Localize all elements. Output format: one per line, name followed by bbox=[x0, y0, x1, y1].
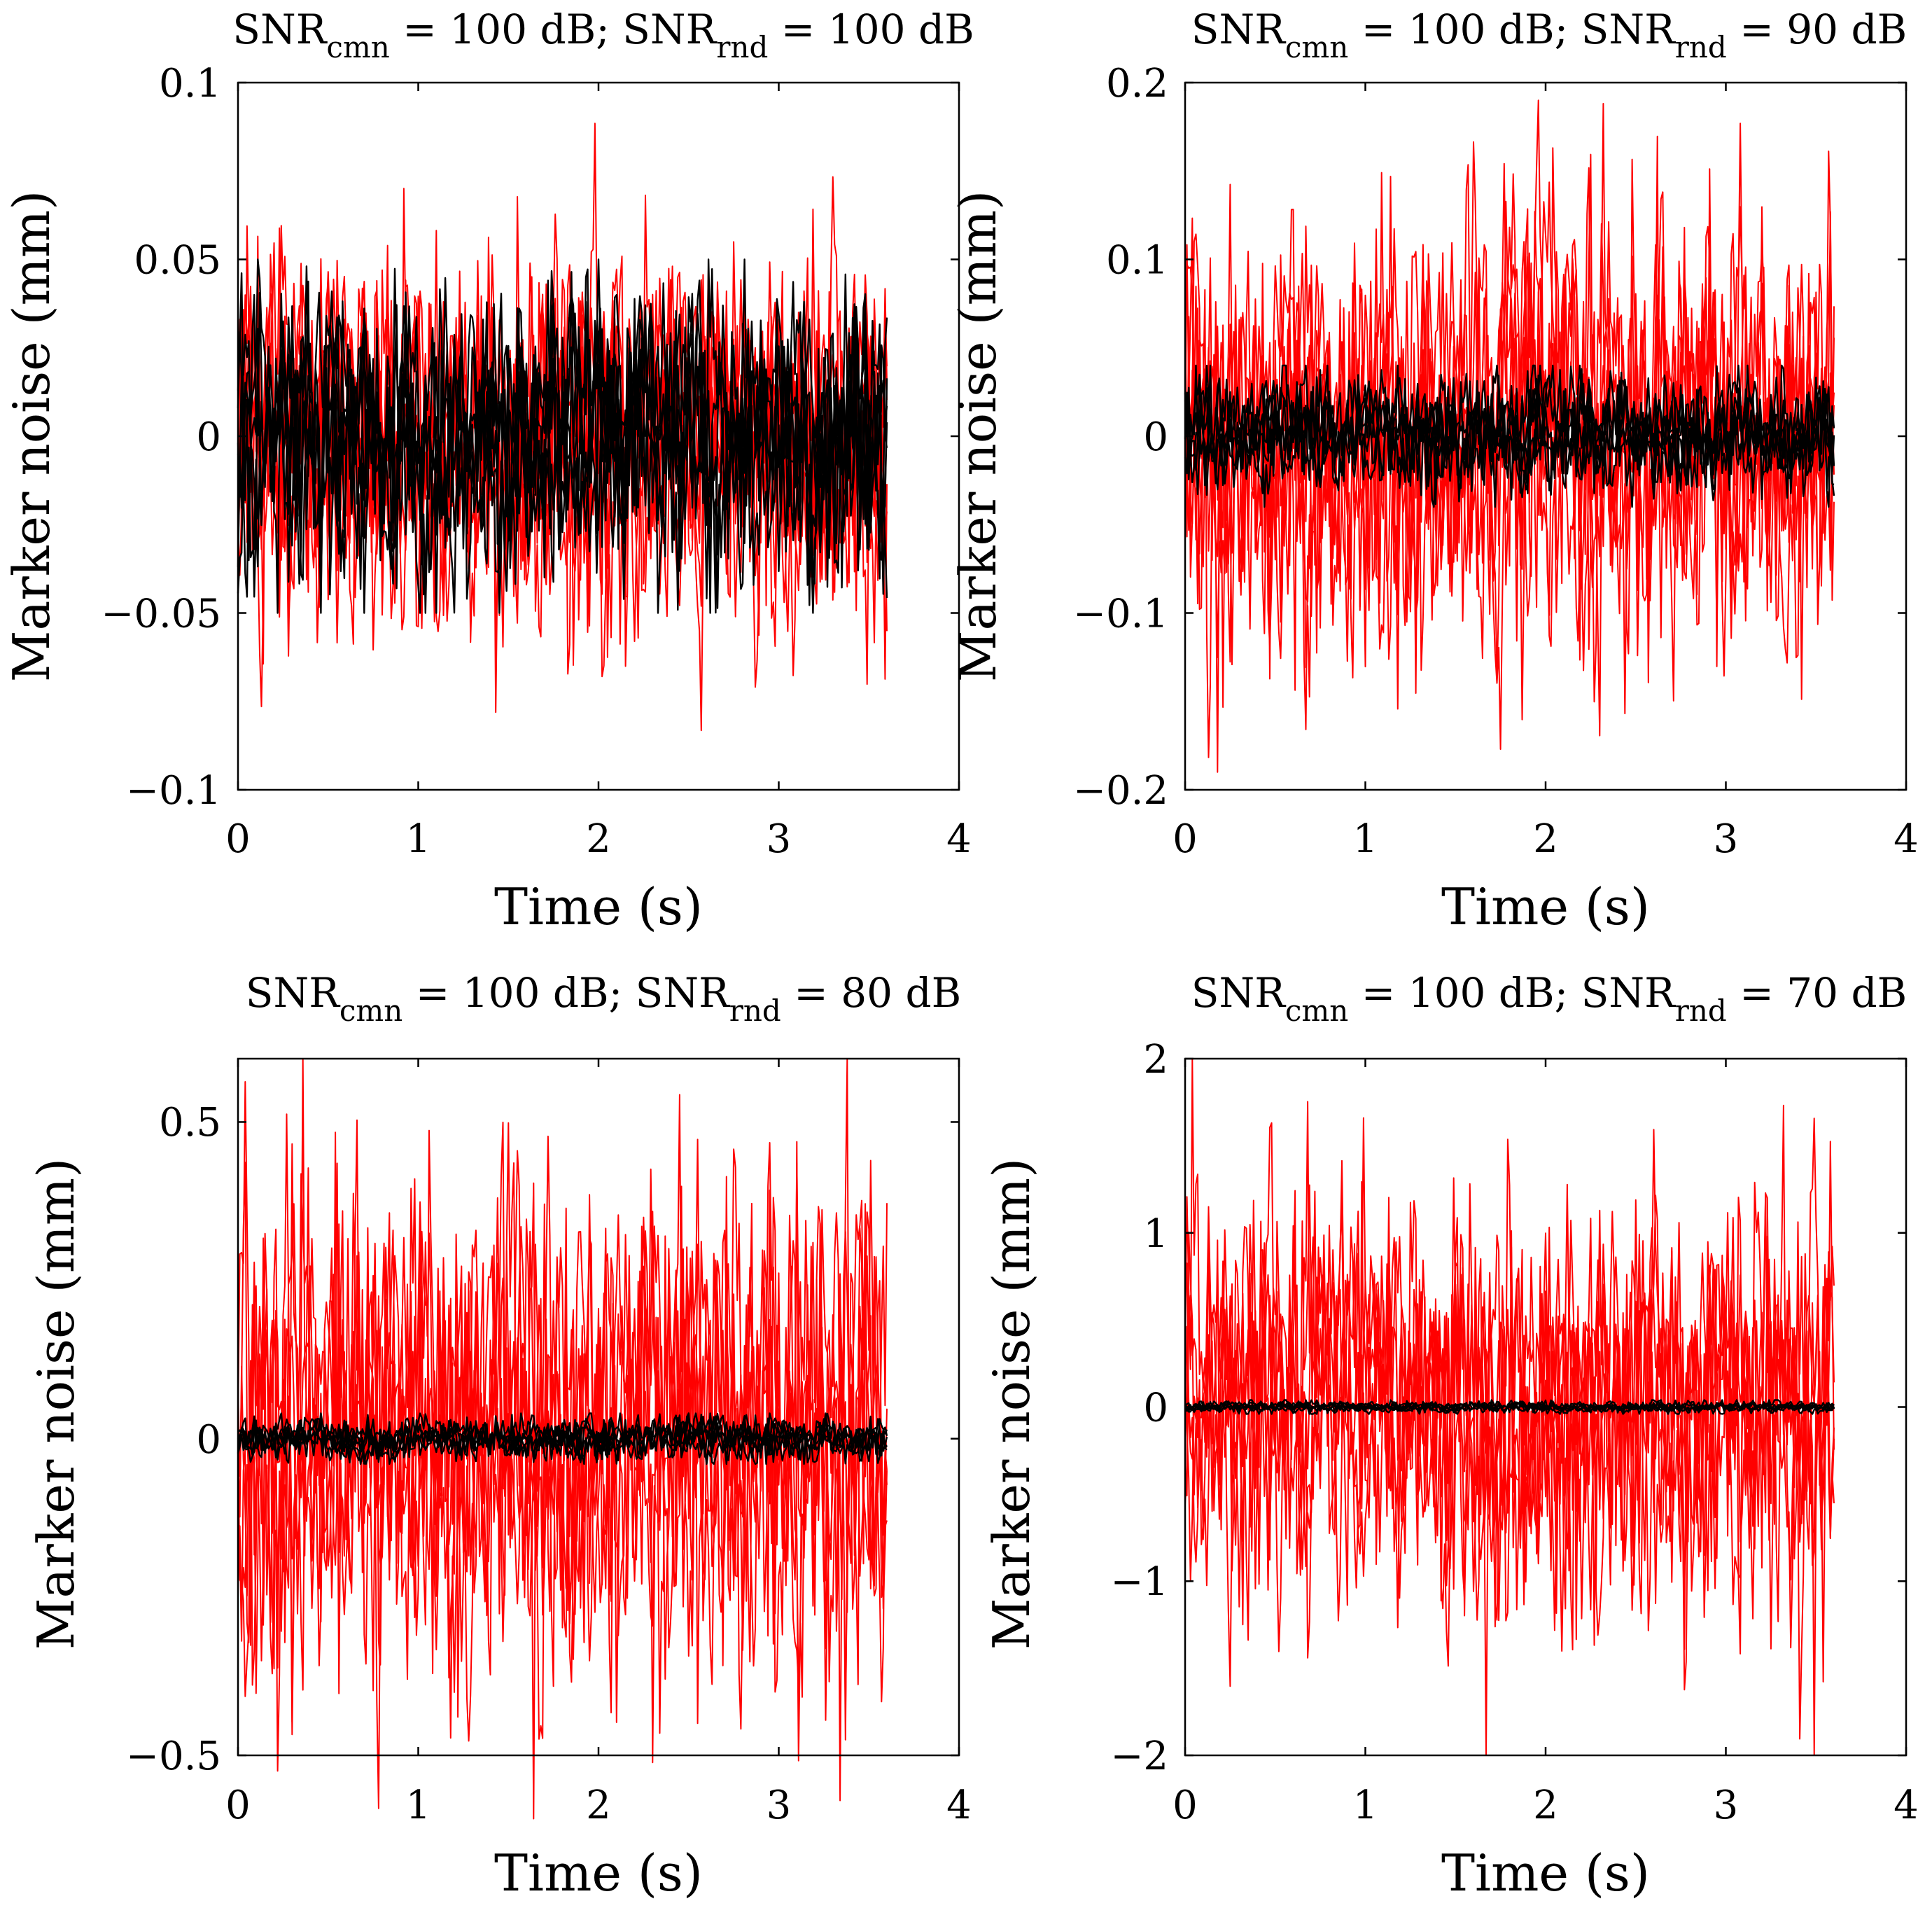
x-tick-label: 2 bbox=[586, 816, 611, 862]
axes-box-3 bbox=[237, 1057, 960, 1757]
series-common-noise-1 bbox=[237, 258, 888, 614]
y-tick-label: −0.1 bbox=[126, 768, 221, 814]
y-tick-label: 0.05 bbox=[134, 238, 221, 284]
random-noise-trace-6 bbox=[1184, 1117, 1835, 1650]
chart-panel-4: SNRcmn = 100 dB; SNRrnd = 70 dB Marker n… bbox=[982, 969, 1919, 1902]
random-noise-trace-5 bbox=[237, 1189, 888, 1762]
x-tick-labels-4: 0 1 2 3 4 bbox=[1172, 1783, 1919, 1828]
y-tick-labels-4: −2 −1 0 1 2 bbox=[1110, 1037, 1168, 1779]
x-tick-labels-1: 0 1 2 3 4 bbox=[225, 816, 972, 862]
y-tick-label: −1 bbox=[1110, 1559, 1168, 1605]
axes-box-2 bbox=[1184, 81, 1907, 791]
y-tick-label: −0.1 bbox=[1073, 592, 1168, 637]
x-axis-label-2: Time (s) bbox=[1441, 877, 1650, 936]
chart-title-3: SNRcmn = 100 dB; SNRrnd = 80 dB bbox=[246, 969, 962, 1028]
common-noise-trace-5 bbox=[1184, 1399, 1835, 1415]
chart-title-2: SNRcmn = 100 dB; SNRrnd = 90 dB bbox=[1191, 6, 1907, 64]
x-tick-label: 4 bbox=[946, 816, 972, 862]
x-tick-label: 1 bbox=[406, 816, 431, 862]
y-tick-label: −0.05 bbox=[101, 592, 221, 637]
y-tick-label: 0 bbox=[196, 1417, 221, 1463]
x-tick-label: 1 bbox=[406, 1783, 431, 1828]
x-tick-label: 1 bbox=[1353, 816, 1378, 862]
x-tick-label: 0 bbox=[1172, 1783, 1198, 1828]
x-tick-labels-3: 0 1 2 3 4 bbox=[225, 1783, 972, 1828]
x-tick-label: 3 bbox=[766, 1783, 792, 1828]
series-common-noise-4 bbox=[1184, 1399, 1835, 1415]
y-tick-label: 0 bbox=[196, 415, 221, 460]
common-noise-trace-5 bbox=[237, 258, 888, 614]
x-tick-label: 4 bbox=[1893, 816, 1919, 862]
axes-box-1 bbox=[237, 81, 960, 791]
x-tick-label: 3 bbox=[1714, 1783, 1739, 1828]
y-axis-label-4: Marker noise (mm) bbox=[982, 1158, 1041, 1650]
x-tick-label: 2 bbox=[1533, 816, 1558, 862]
common-noise-trace-6 bbox=[1184, 1399, 1835, 1415]
y-tick-label: 0.1 bbox=[1106, 238, 1168, 284]
x-axis-label-4: Time (s) bbox=[1441, 1844, 1650, 1902]
series-random-noise-4 bbox=[1184, 1058, 1835, 1756]
x-tick-label: 2 bbox=[1533, 1783, 1558, 1828]
y-tick-label: 2 bbox=[1143, 1037, 1168, 1082]
common-noise-trace-5 bbox=[1184, 364, 1835, 508]
x-tick-label: 2 bbox=[586, 1783, 611, 1828]
chart-panel-2: SNRcmn = 100 dB; SNRrnd = 90 dB Marker n… bbox=[948, 6, 1919, 936]
y-tick-label: 0.5 bbox=[159, 1100, 221, 1146]
y-tick-label: −2 bbox=[1110, 1734, 1168, 1779]
x-axis-label-1: Time (s) bbox=[494, 877, 703, 936]
y-tick-labels-1: −0.1 −0.05 0 0.05 0.1 bbox=[101, 61, 221, 814]
x-tick-labels-2: 0 1 2 3 4 bbox=[1172, 816, 1919, 862]
random-noise-trace-6 bbox=[1184, 176, 1835, 750]
x-tick-label: 3 bbox=[1714, 816, 1739, 862]
x-tick-label: 4 bbox=[1893, 1783, 1919, 1828]
y-tick-labels-2: −0.2 −0.1 0 0.1 0.2 bbox=[1073, 61, 1168, 814]
series-common-noise-2 bbox=[1184, 364, 1835, 508]
x-tick-label: 3 bbox=[766, 816, 792, 862]
series-random-noise-3 bbox=[237, 1058, 888, 1820]
y-tick-label: 0 bbox=[1143, 1386, 1168, 1431]
y-tick-label: −0.5 bbox=[126, 1734, 221, 1779]
y-axis-label-1: Marker noise (mm) bbox=[2, 190, 61, 683]
common-noise-trace-6 bbox=[1184, 364, 1835, 498]
y-axis-label-2: Marker noise (mm) bbox=[948, 190, 1007, 683]
y-tick-label: 0 bbox=[1143, 415, 1168, 460]
chart-title-1: SNRcmn = 100 dB; SNRrnd = 100 dB bbox=[232, 6, 974, 64]
chart-panel-3: SNRcmn = 100 dB; SNRrnd = 80 dB Marker n… bbox=[27, 969, 972, 1902]
common-noise-trace-6 bbox=[237, 258, 888, 614]
y-tick-label: 0.1 bbox=[159, 61, 221, 106]
x-tick-label: 0 bbox=[225, 1783, 251, 1828]
x-tick-label: 4 bbox=[946, 1783, 972, 1828]
x-tick-label: 1 bbox=[1353, 1783, 1378, 1828]
y-tick-label: −0.2 bbox=[1073, 768, 1168, 814]
axes-box-4 bbox=[1184, 1057, 1907, 1757]
x-axis-label-3: Time (s) bbox=[494, 1844, 703, 1902]
y-tick-label: 1 bbox=[1143, 1211, 1168, 1257]
x-tick-label: 0 bbox=[1172, 816, 1198, 862]
common-noise-trace-6 bbox=[237, 1414, 888, 1465]
y-axis-label-3: Marker noise (mm) bbox=[27, 1158, 85, 1650]
y-tick-label: 0.2 bbox=[1106, 61, 1168, 106]
y-tick-labels-3: −0.5 0 0.5 bbox=[126, 1100, 221, 1779]
x-tick-label: 0 bbox=[225, 816, 251, 862]
chart-panel-1: SNRcmn = 100 dB; SNRrnd = 100 dB Marker … bbox=[2, 6, 974, 936]
series-common-noise-3 bbox=[237, 1412, 888, 1465]
chart-title-4: SNRcmn = 100 dB; SNRrnd = 70 dB bbox=[1191, 969, 1907, 1028]
